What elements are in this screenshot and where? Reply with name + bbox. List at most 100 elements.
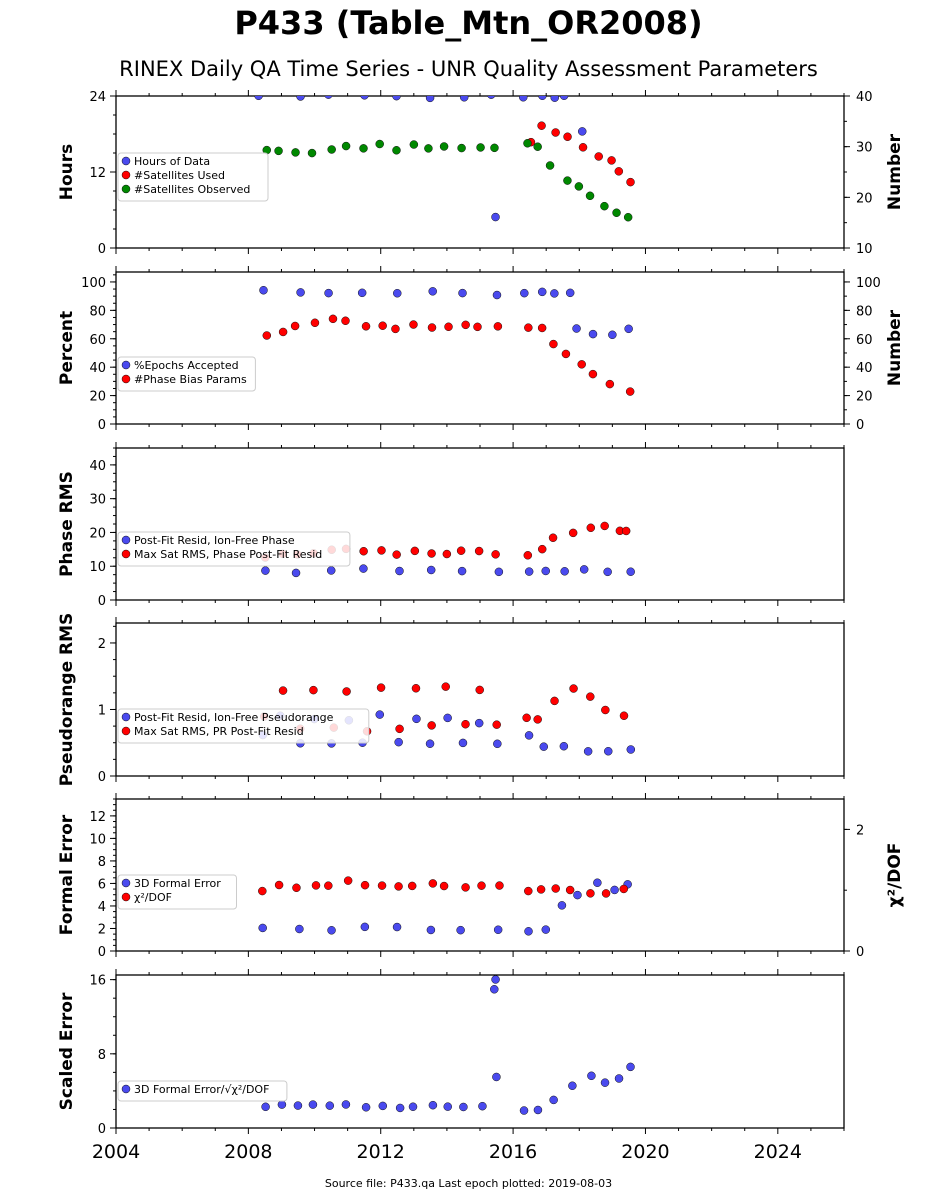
- data-point-red: [475, 685, 484, 695]
- legend-marker: [121, 535, 131, 545]
- data-point-red: [427, 549, 436, 558]
- data-point-blue: [603, 567, 612, 577]
- data-point-red: [473, 322, 482, 332]
- data-point-red: [607, 156, 616, 165]
- data-point-red: [278, 686, 288, 695]
- data-point-red: [491, 550, 500, 559]
- data-point-red: [601, 889, 611, 898]
- chart-subtitle: RINEX Daily QA Time Series - UNR Quality…: [119, 57, 818, 81]
- data-point-blue: [259, 285, 268, 295]
- data-point-red: [360, 880, 370, 890]
- data-point-blue: [425, 96, 435, 103]
- data-point-red: [605, 379, 615, 389]
- data-point-red: [395, 724, 404, 734]
- y-right-tick-label: 100: [856, 276, 881, 291]
- data-point-green: [545, 161, 555, 170]
- data-point-red: [324, 881, 333, 890]
- y-tick-label: 4: [98, 900, 106, 915]
- data-point-blue: [493, 925, 503, 934]
- y-tick-label: 12: [89, 166, 106, 181]
- data-point-green: [439, 142, 449, 151]
- data-point-red: [522, 713, 531, 723]
- data-point-red: [427, 323, 437, 332]
- y-right-tick-label: 30: [856, 141, 873, 156]
- data-point-blue: [326, 566, 336, 575]
- data-point-blue: [325, 1101, 335, 1110]
- data-point-red: [461, 320, 470, 330]
- data-point-green: [409, 140, 419, 149]
- y-tick-label: 2: [98, 637, 106, 652]
- legend-box: [117, 708, 370, 744]
- data-point-red: [495, 881, 504, 890]
- data-point-blue: [378, 1101, 388, 1111]
- data-point-blue: [327, 926, 336, 935]
- data-point-blue: [519, 96, 528, 102]
- legend-marker: [121, 156, 131, 166]
- data-point-red: [619, 711, 629, 720]
- data-point-blue: [254, 96, 263, 101]
- legend-label: #Satellites Used: [134, 169, 225, 182]
- data-point-red: [621, 526, 631, 536]
- data-point-blue: [392, 922, 402, 932]
- data-point-blue: [428, 287, 437, 296]
- x-tick-label: 2008: [224, 1141, 272, 1163]
- data-point-red: [343, 876, 353, 885]
- y-tick-label: 30: [89, 493, 106, 508]
- y-tick-label: 0: [98, 594, 106, 609]
- data-point-red: [310, 318, 320, 328]
- data-point-blue: [412, 714, 421, 724]
- data-point-red: [578, 143, 588, 152]
- data-point-blue: [568, 1081, 577, 1090]
- legend-box: [117, 531, 351, 567]
- y-axis-label: Phase RMS: [57, 471, 77, 577]
- data-point-red: [376, 683, 386, 692]
- legend-marker: [121, 374, 131, 384]
- x-tick-label: 2016: [489, 1141, 537, 1163]
- data-point-blue: [608, 330, 617, 340]
- data-point-blue: [459, 1102, 468, 1112]
- data-point-red: [377, 881, 387, 890]
- data-point-red: [444, 322, 453, 332]
- data-point-red: [537, 323, 547, 333]
- legend-marker: [121, 726, 131, 736]
- data-point-blue: [375, 710, 385, 719]
- data-point-blue: [524, 567, 534, 576]
- data-point-blue: [583, 747, 593, 756]
- points-group: [254, 96, 635, 222]
- data-point-green: [533, 142, 542, 151]
- legend-marker: [121, 1084, 131, 1094]
- panel-2: 0 20 40 60 80 100 0 20 40 60 80 100 Percent Number %Ep…: [57, 266, 905, 433]
- data-point-green: [392, 146, 401, 155]
- legend-marker: [121, 184, 131, 194]
- y-tick-label: 0: [98, 770, 106, 785]
- data-point-blue: [550, 289, 559, 298]
- data-point-red: [601, 705, 610, 715]
- y-tick-label: 0: [98, 242, 106, 257]
- data-point-green: [274, 146, 283, 156]
- data-point-blue: [341, 1100, 351, 1109]
- data-point-red: [442, 549, 452, 559]
- panel-4: 0 1 2 Pseudorange RMS Post-Fit Resid, Ion-Fr…: [57, 613, 845, 786]
- data-point-green: [476, 143, 485, 152]
- data-point-blue: [491, 975, 500, 984]
- legend-label: 3D Formal Error: [134, 877, 221, 890]
- data-point-green: [600, 201, 609, 211]
- y-tick-label: 10: [89, 560, 106, 575]
- data-point-red: [391, 324, 400, 334]
- data-point-red: [359, 546, 368, 556]
- legend: 3D Formal Error/√χ²/DOF: [117, 1080, 288, 1102]
- data-point-red: [428, 879, 438, 888]
- legend-box: [117, 1080, 288, 1102]
- data-point-red: [524, 323, 533, 332]
- data-point-blue: [541, 566, 550, 576]
- data-point-blue: [360, 922, 370, 932]
- data-point-green: [341, 141, 351, 151]
- data-point-blue: [538, 96, 547, 101]
- data-point-red: [394, 882, 403, 891]
- y-tick-label: 24: [89, 90, 106, 105]
- data-point-red: [290, 321, 300, 331]
- data-point-green: [490, 143, 499, 153]
- legend: Hours of Data#Satellites Used#Satellites…: [117, 152, 269, 202]
- data-point-blue: [359, 564, 368, 573]
